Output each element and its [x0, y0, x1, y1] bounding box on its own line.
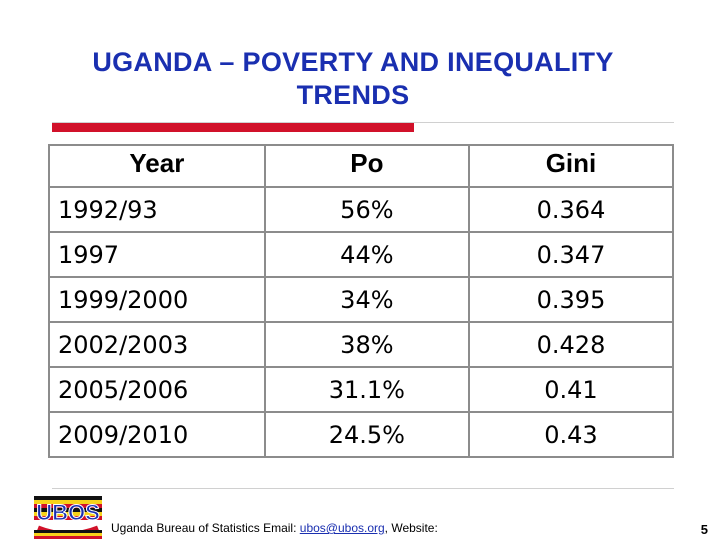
table-row: 2005/2006 31.1% 0.41 [48, 366, 675, 413]
cell-year: 1997 [48, 231, 266, 278]
ubos-logo-icon: UBOS [34, 496, 102, 539]
footer-prefix: Uganda Bureau of Statistics Email: [111, 521, 300, 535]
table-row: 2009/2010 24.5% 0.43 [48, 411, 675, 458]
cell-gini: 0.395 [467, 276, 675, 323]
slide-title-line2: TRENDS [296, 80, 410, 110]
footer-email-link[interactable]: ubos@ubos.org [299, 521, 385, 535]
table-header-row: Year Po Gini [48, 144, 675, 188]
header-gini: Gini [467, 144, 675, 188]
header-po: Po [263, 144, 470, 188]
cell-year: 1992/93 [48, 186, 266, 233]
cell-po: 56% [263, 186, 470, 233]
cell-gini: 0.428 [467, 321, 675, 368]
cell-gini: 0.347 [467, 231, 675, 278]
logo-text: UBOS [36, 500, 100, 525]
cell-gini: 0.43 [467, 411, 675, 458]
table-row: 2002/2003 38% 0.428 [48, 321, 675, 368]
footer-suffix: , Website: [384, 521, 438, 535]
footer-divider [52, 488, 674, 489]
table-row: 1992/93 56% 0.364 [48, 186, 675, 233]
cell-year: 2005/2006 [48, 366, 266, 413]
poverty-table: Year Po Gini 1992/93 56% 0.364 1997 44% … [48, 144, 675, 458]
cell-gini: 0.364 [467, 186, 675, 233]
slide-title-line1: UGANDA – POVERTY AND INEQUALITY [92, 47, 614, 77]
cell-po: 38% [263, 321, 470, 368]
table-row: 1999/2000 34% 0.395 [48, 276, 675, 323]
cell-year: 1999/2000 [48, 276, 266, 323]
cell-year: 2009/2010 [48, 411, 266, 458]
accent-bar [52, 123, 414, 132]
cell-year: 2002/2003 [48, 321, 266, 368]
page-number: 5 [700, 522, 708, 537]
title-divider [52, 122, 674, 123]
footer-text: Uganda Bureau of Statistics Email: ubos@… [111, 521, 438, 535]
cell-po: 24.5% [263, 411, 470, 458]
cell-gini: 0.41 [467, 366, 675, 413]
cell-po: 31.1% [263, 366, 470, 413]
cell-po: 34% [263, 276, 470, 323]
header-year: Year [48, 144, 266, 188]
cell-po: 44% [263, 231, 470, 278]
table-row: 1997 44% 0.347 [48, 231, 675, 278]
slide-title: UGANDA – POVERTY AND INEQUALITY TRENDS [0, 46, 706, 112]
